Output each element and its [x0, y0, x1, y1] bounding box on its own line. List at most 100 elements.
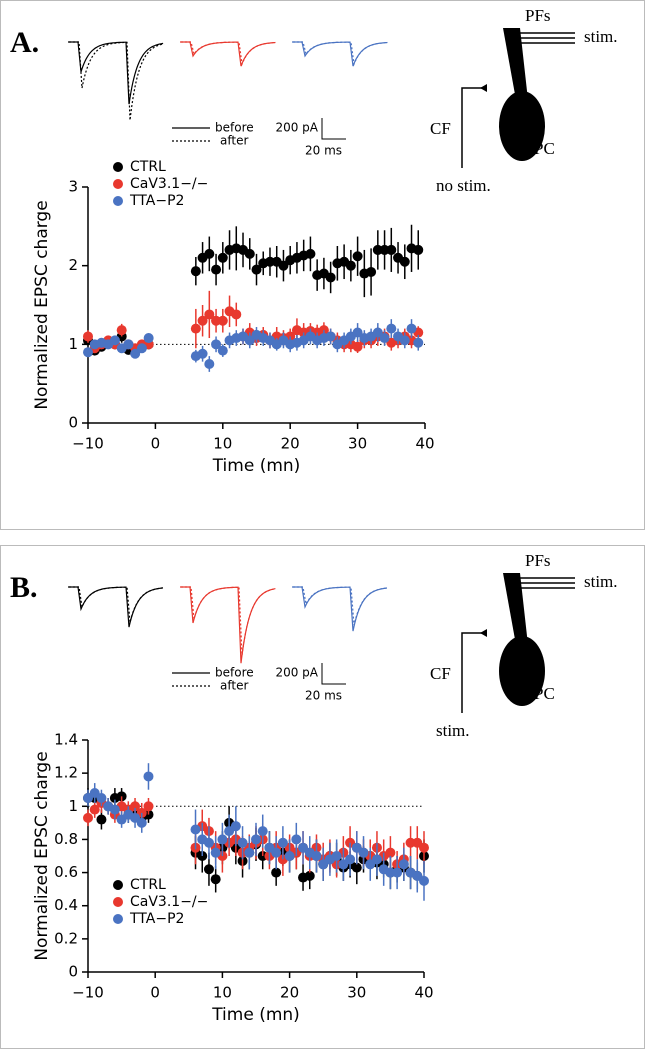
- data-point: [203, 837, 214, 848]
- data-point: [109, 335, 120, 346]
- data-point: [204, 248, 215, 259]
- pf-arrow: [511, 575, 517, 581]
- data-point: [230, 821, 241, 832]
- data-point: [399, 335, 410, 346]
- trace-before: [180, 41, 275, 67]
- panel-label: B.: [10, 571, 38, 604]
- y-tick-label: 0.8: [54, 830, 78, 848]
- climbing-fiber: [461, 87, 484, 168]
- data-point: [372, 327, 383, 338]
- legend-marker: [113, 162, 123, 172]
- legend-marker: [113, 897, 123, 907]
- y-tick-label: 1: [68, 335, 78, 353]
- data-point: [190, 323, 201, 334]
- y-tick-label: 0: [68, 963, 78, 981]
- trace-before: [292, 586, 388, 632]
- data-point: [251, 834, 261, 845]
- data-point: [136, 343, 147, 354]
- legend-before: before: [215, 666, 254, 680]
- data-point: [136, 817, 147, 828]
- data-point: [386, 244, 397, 255]
- data-point: [217, 315, 228, 326]
- trace-before: [180, 586, 276, 664]
- data-point: [143, 333, 154, 344]
- scale-current: 200 pA: [275, 121, 318, 135]
- x-tick-label: 30: [348, 435, 367, 453]
- data-point: [130, 348, 141, 359]
- data-point: [413, 244, 424, 255]
- pf-arrow: [511, 30, 517, 36]
- data-point: [83, 347, 93, 358]
- data-point: [204, 359, 215, 369]
- data-point: [203, 864, 214, 875]
- schematic-pc: PC: [534, 684, 555, 703]
- schematic-pf: PFs: [525, 6, 551, 25]
- data-point: [325, 331, 336, 342]
- x-axis-label: Time (mn): [211, 1005, 300, 1025]
- x-tick-label: 10: [213, 984, 232, 1002]
- x-tick-label: −10: [72, 984, 104, 1002]
- x-tick-label: 40: [414, 984, 433, 1002]
- data-point: [96, 793, 107, 803]
- x-tick-label: 40: [415, 435, 434, 453]
- legend-label: CaV3.1−/−: [130, 176, 208, 192]
- legend-after: after: [220, 679, 248, 693]
- y-tick-label: 0.2: [54, 929, 78, 947]
- y-tick-label: 1.4: [54, 731, 78, 749]
- scale-current: 200 pA: [275, 666, 318, 680]
- data-point: [351, 862, 362, 873]
- schematic-pc: PC: [534, 139, 555, 158]
- data-point: [366, 266, 377, 277]
- trace-after: [69, 41, 165, 121]
- data-point: [210, 847, 221, 858]
- y-tick-label: 1.2: [54, 764, 78, 782]
- dendrite: [503, 28, 528, 100]
- data-point: [96, 814, 107, 825]
- data-point: [419, 875, 429, 886]
- data-point: [89, 804, 100, 815]
- data-point: [392, 867, 403, 878]
- schematic-pf-stim: stim.: [584, 27, 618, 46]
- legend-label: TTA−P2: [129, 193, 184, 209]
- data-point: [231, 309, 242, 320]
- data-point: [83, 812, 93, 823]
- data-point: [237, 837, 248, 848]
- data-point: [217, 252, 228, 263]
- trace-after: [181, 41, 277, 67]
- scale-bar: [321, 118, 346, 140]
- y-tick-label: 0.4: [54, 896, 78, 914]
- x-tick-label: 0: [150, 984, 160, 1002]
- x-tick-label: 0: [151, 435, 161, 453]
- data-point: [311, 851, 322, 861]
- schematic-cf-stim: no stim.: [436, 176, 491, 195]
- data-point: [217, 834, 228, 845]
- data-point: [190, 266, 201, 277]
- scale-time: 20 ms: [305, 689, 342, 703]
- data-point: [398, 859, 409, 870]
- y-tick-label: 0: [68, 414, 78, 432]
- legend-marker: [113, 196, 123, 206]
- y-tick-label: 3: [68, 178, 78, 196]
- data-point: [130, 801, 141, 812]
- data-point: [371, 854, 382, 865]
- data-point: [419, 842, 429, 853]
- data-point: [386, 323, 397, 334]
- data-point: [331, 851, 342, 861]
- data-point: [413, 337, 424, 348]
- data-point: [244, 847, 255, 858]
- cf-arrow: [480, 84, 487, 92]
- trace-after: [69, 586, 165, 623]
- data-point: [291, 834, 302, 845]
- data-point: [211, 339, 222, 350]
- data-point: [210, 874, 221, 885]
- scale-time: 20 ms: [305, 144, 342, 158]
- data-point: [116, 325, 127, 336]
- climbing-fiber: [461, 632, 484, 713]
- legend-label: CTRL: [130, 877, 166, 893]
- data-point: [143, 801, 154, 812]
- y-axis-label: Normalized EPSC charge: [32, 200, 52, 409]
- cf-arrow: [480, 629, 487, 637]
- data-point: [284, 851, 295, 861]
- soma: [499, 636, 545, 706]
- x-tick-label: −10: [72, 435, 104, 453]
